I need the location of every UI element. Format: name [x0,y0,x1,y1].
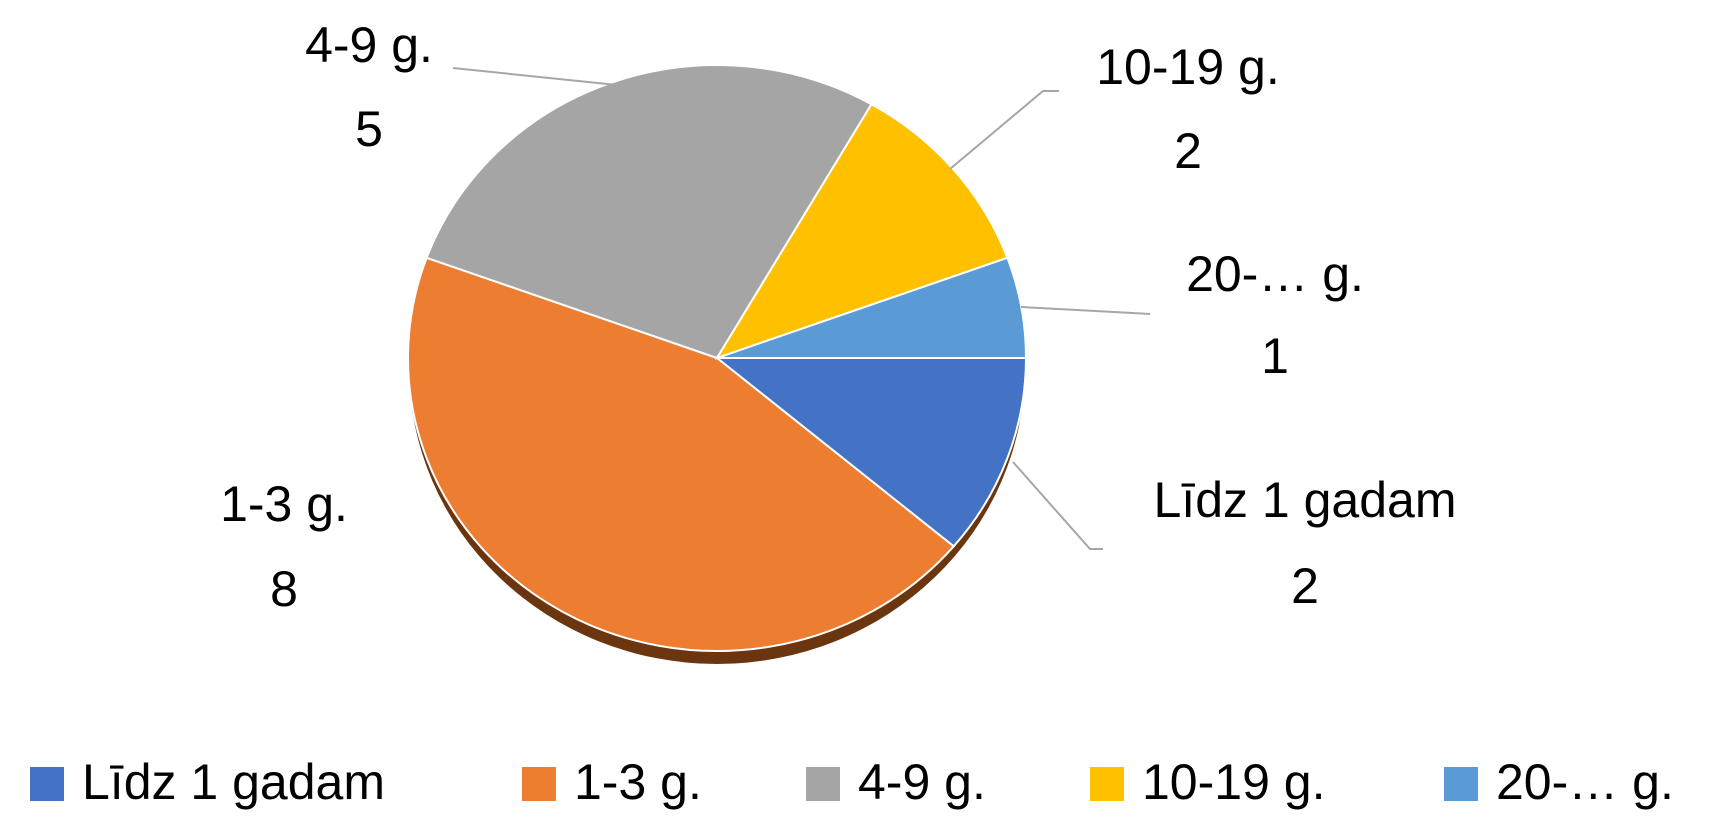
data-label-value: 2 [1291,558,1319,614]
data-label-name: 1-3 g. [220,476,348,532]
leader-line [452,67,618,86]
data-label-value: 8 [270,561,298,617]
pie [407,64,1028,652]
legend-label: 10-19 g. [1142,754,1325,810]
data-label-name: 10-19 g. [1096,39,1279,95]
pie-slice [714,102,1009,360]
data-label-value: 2 [1174,123,1202,179]
leader-line [1012,461,1103,550]
legend-swatch [1090,767,1124,801]
data-label-value: 1 [1261,328,1289,384]
pie-slice [425,64,873,360]
legend-label: 20-… g. [1496,754,1674,810]
legend-swatch [522,767,556,801]
legend-label: 4-9 g. [858,754,986,810]
legend-swatch [1444,767,1478,801]
leader-line [1020,306,1151,315]
legend-label: Līdz 1 gadam [82,754,385,810]
pie-slice [714,357,1028,548]
pie-slice [407,256,956,652]
data-label-name: 20-… g. [1186,246,1364,302]
legend-swatch [30,767,64,801]
data-label-name: 4-9 g. [305,17,433,73]
data-label-value: 5 [355,101,383,157]
leader-line [949,90,1059,170]
legend-swatch [806,767,840,801]
data-label-name: Līdz 1 gadam [1154,472,1457,528]
legend-label: 1-3 g. [574,754,702,810]
